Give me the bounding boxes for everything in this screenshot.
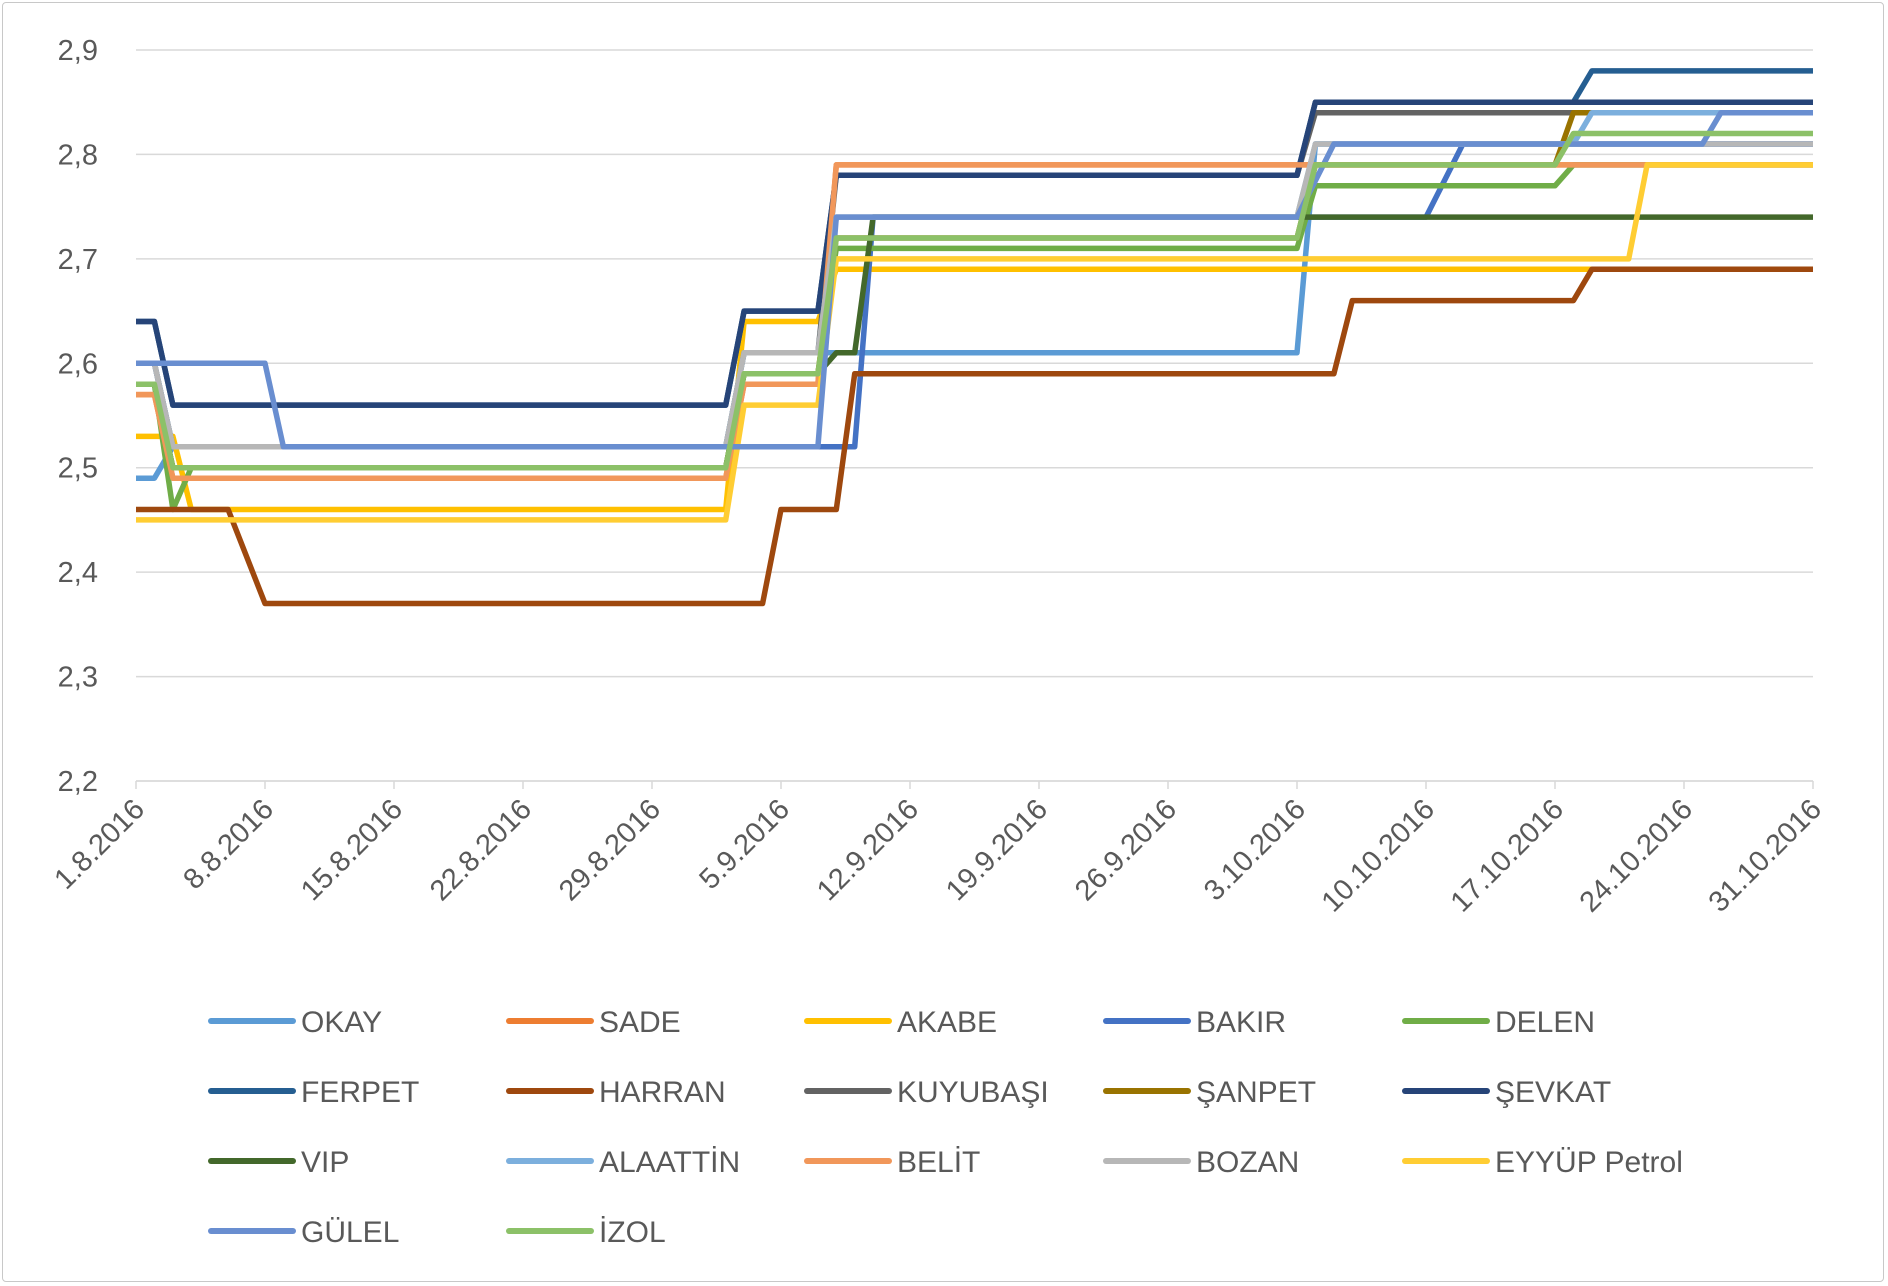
legend-item: OKAY [208, 1006, 382, 1039]
legend-item: HARRAN [506, 1076, 726, 1109]
x-tick-label: 29.8.2016 [553, 793, 667, 907]
legend-label: HARRAN [599, 1076, 726, 1109]
legend-label: ŞEVKAT [1495, 1076, 1611, 1109]
legend-item: ALAATTİN [506, 1146, 740, 1179]
legend-item: SADE [506, 1006, 681, 1039]
legend: OKAY SADE AKABE BAKIR DELEN FERPET HARRAN KUYUB… [208, 1006, 1683, 1249]
y-tick-label: 2,7 [58, 244, 98, 276]
legend-item: AKABE [804, 1006, 997, 1039]
series-line [136, 141, 1813, 450]
legend-item: BELİT [804, 1146, 980, 1179]
x-tick-label: 22.8.2016 [424, 793, 538, 907]
gridlines [136, 49, 1813, 782]
series-line [136, 266, 1813, 607]
series-lines [136, 68, 1813, 607]
y-tick-label: 2,5 [58, 453, 98, 485]
legend-item: BAKIR [1103, 1006, 1286, 1039]
x-tick-label: 10.10.2016 [1316, 793, 1441, 918]
x-tick-label: 26.9.2016 [1069, 793, 1183, 907]
legend-item: VIP [208, 1146, 349, 1179]
x-tick-label: 5.9.2016 [693, 793, 795, 895]
x-tick-label: 1.8.2016 [48, 793, 150, 895]
x-tick-label: 12.9.2016 [811, 793, 925, 907]
legend-label: AKABE [897, 1006, 997, 1039]
legend-label: ŞANPET [1196, 1076, 1316, 1109]
legend-item: GÜLEL [208, 1216, 399, 1249]
line-chart: 2,2 2,3 2,4 2,5 2,6 2,7 2,8 2,9 1.8.2016 8.8.201… [48, 35, 1828, 1249]
legend-label: BOZAN [1196, 1146, 1299, 1179]
y-tick-label: 2,9 [58, 35, 98, 67]
x-axis: 1.8.2016 8.8.2016 15.8.2016 22.8.2016 29.8.2… [48, 780, 1828, 919]
legend-item: KUYUBAŞI [804, 1076, 1049, 1109]
legend-label: DELEN [1495, 1006, 1595, 1039]
legend-label: İZOL [599, 1216, 666, 1249]
series-line [136, 109, 1813, 450]
legend-label: EYYÜP Petrol [1495, 1146, 1683, 1179]
x-tick-label: 15.8.2016 [295, 793, 409, 907]
legend-item: BOZAN [1103, 1146, 1299, 1179]
legend-item: DELEN [1402, 1006, 1595, 1039]
legend-label: GÜLEL [301, 1216, 399, 1249]
series-line [136, 141, 1813, 481]
legend-label: BELİT [897, 1146, 980, 1179]
legend-label: KUYUBAŞI [897, 1076, 1049, 1109]
x-tick-label: 17.10.2016 [1445, 793, 1570, 918]
y-tick-label: 2,8 [58, 139, 98, 171]
x-tick-label: 3.10.2016 [1198, 793, 1312, 907]
y-tick-label: 2,4 [58, 557, 98, 589]
legend-label: OKAY [301, 1006, 382, 1039]
series-line [136, 162, 1813, 481]
legend-label: ALAATTİN [599, 1146, 740, 1179]
y-axis-tick-labels: 2,2 2,3 2,4 2,5 2,6 2,7 2,8 2,9 [58, 35, 98, 798]
legend-label: SADE [599, 1006, 681, 1039]
legend-label: FERPET [301, 1076, 419, 1109]
series-line [136, 141, 1813, 450]
legend-item: FERPET [208, 1076, 419, 1109]
series-line [136, 214, 1813, 471]
x-tick-label: 19.9.2016 [940, 793, 1054, 907]
legend-label: VIP [301, 1146, 349, 1179]
series-line [136, 266, 1813, 513]
y-tick-label: 2,3 [58, 662, 98, 694]
legend-label: BAKIR [1196, 1006, 1286, 1039]
legend-item: EYYÜP Petrol [1402, 1146, 1683, 1179]
x-tick-label: 31.10.2016 [1703, 793, 1828, 918]
legend-item: ŞEVKAT [1402, 1076, 1611, 1109]
series-line [136, 162, 1813, 481]
legend-item: ŞANPET [1103, 1076, 1316, 1109]
x-tick-label: 8.8.2016 [177, 793, 279, 895]
legend-item: İZOL [506, 1216, 666, 1249]
y-tick-label: 2,6 [58, 348, 98, 380]
series-line [136, 130, 1813, 471]
y-tick-label: 2,2 [58, 766, 98, 798]
x-tick-label: 24.10.2016 [1574, 793, 1699, 918]
